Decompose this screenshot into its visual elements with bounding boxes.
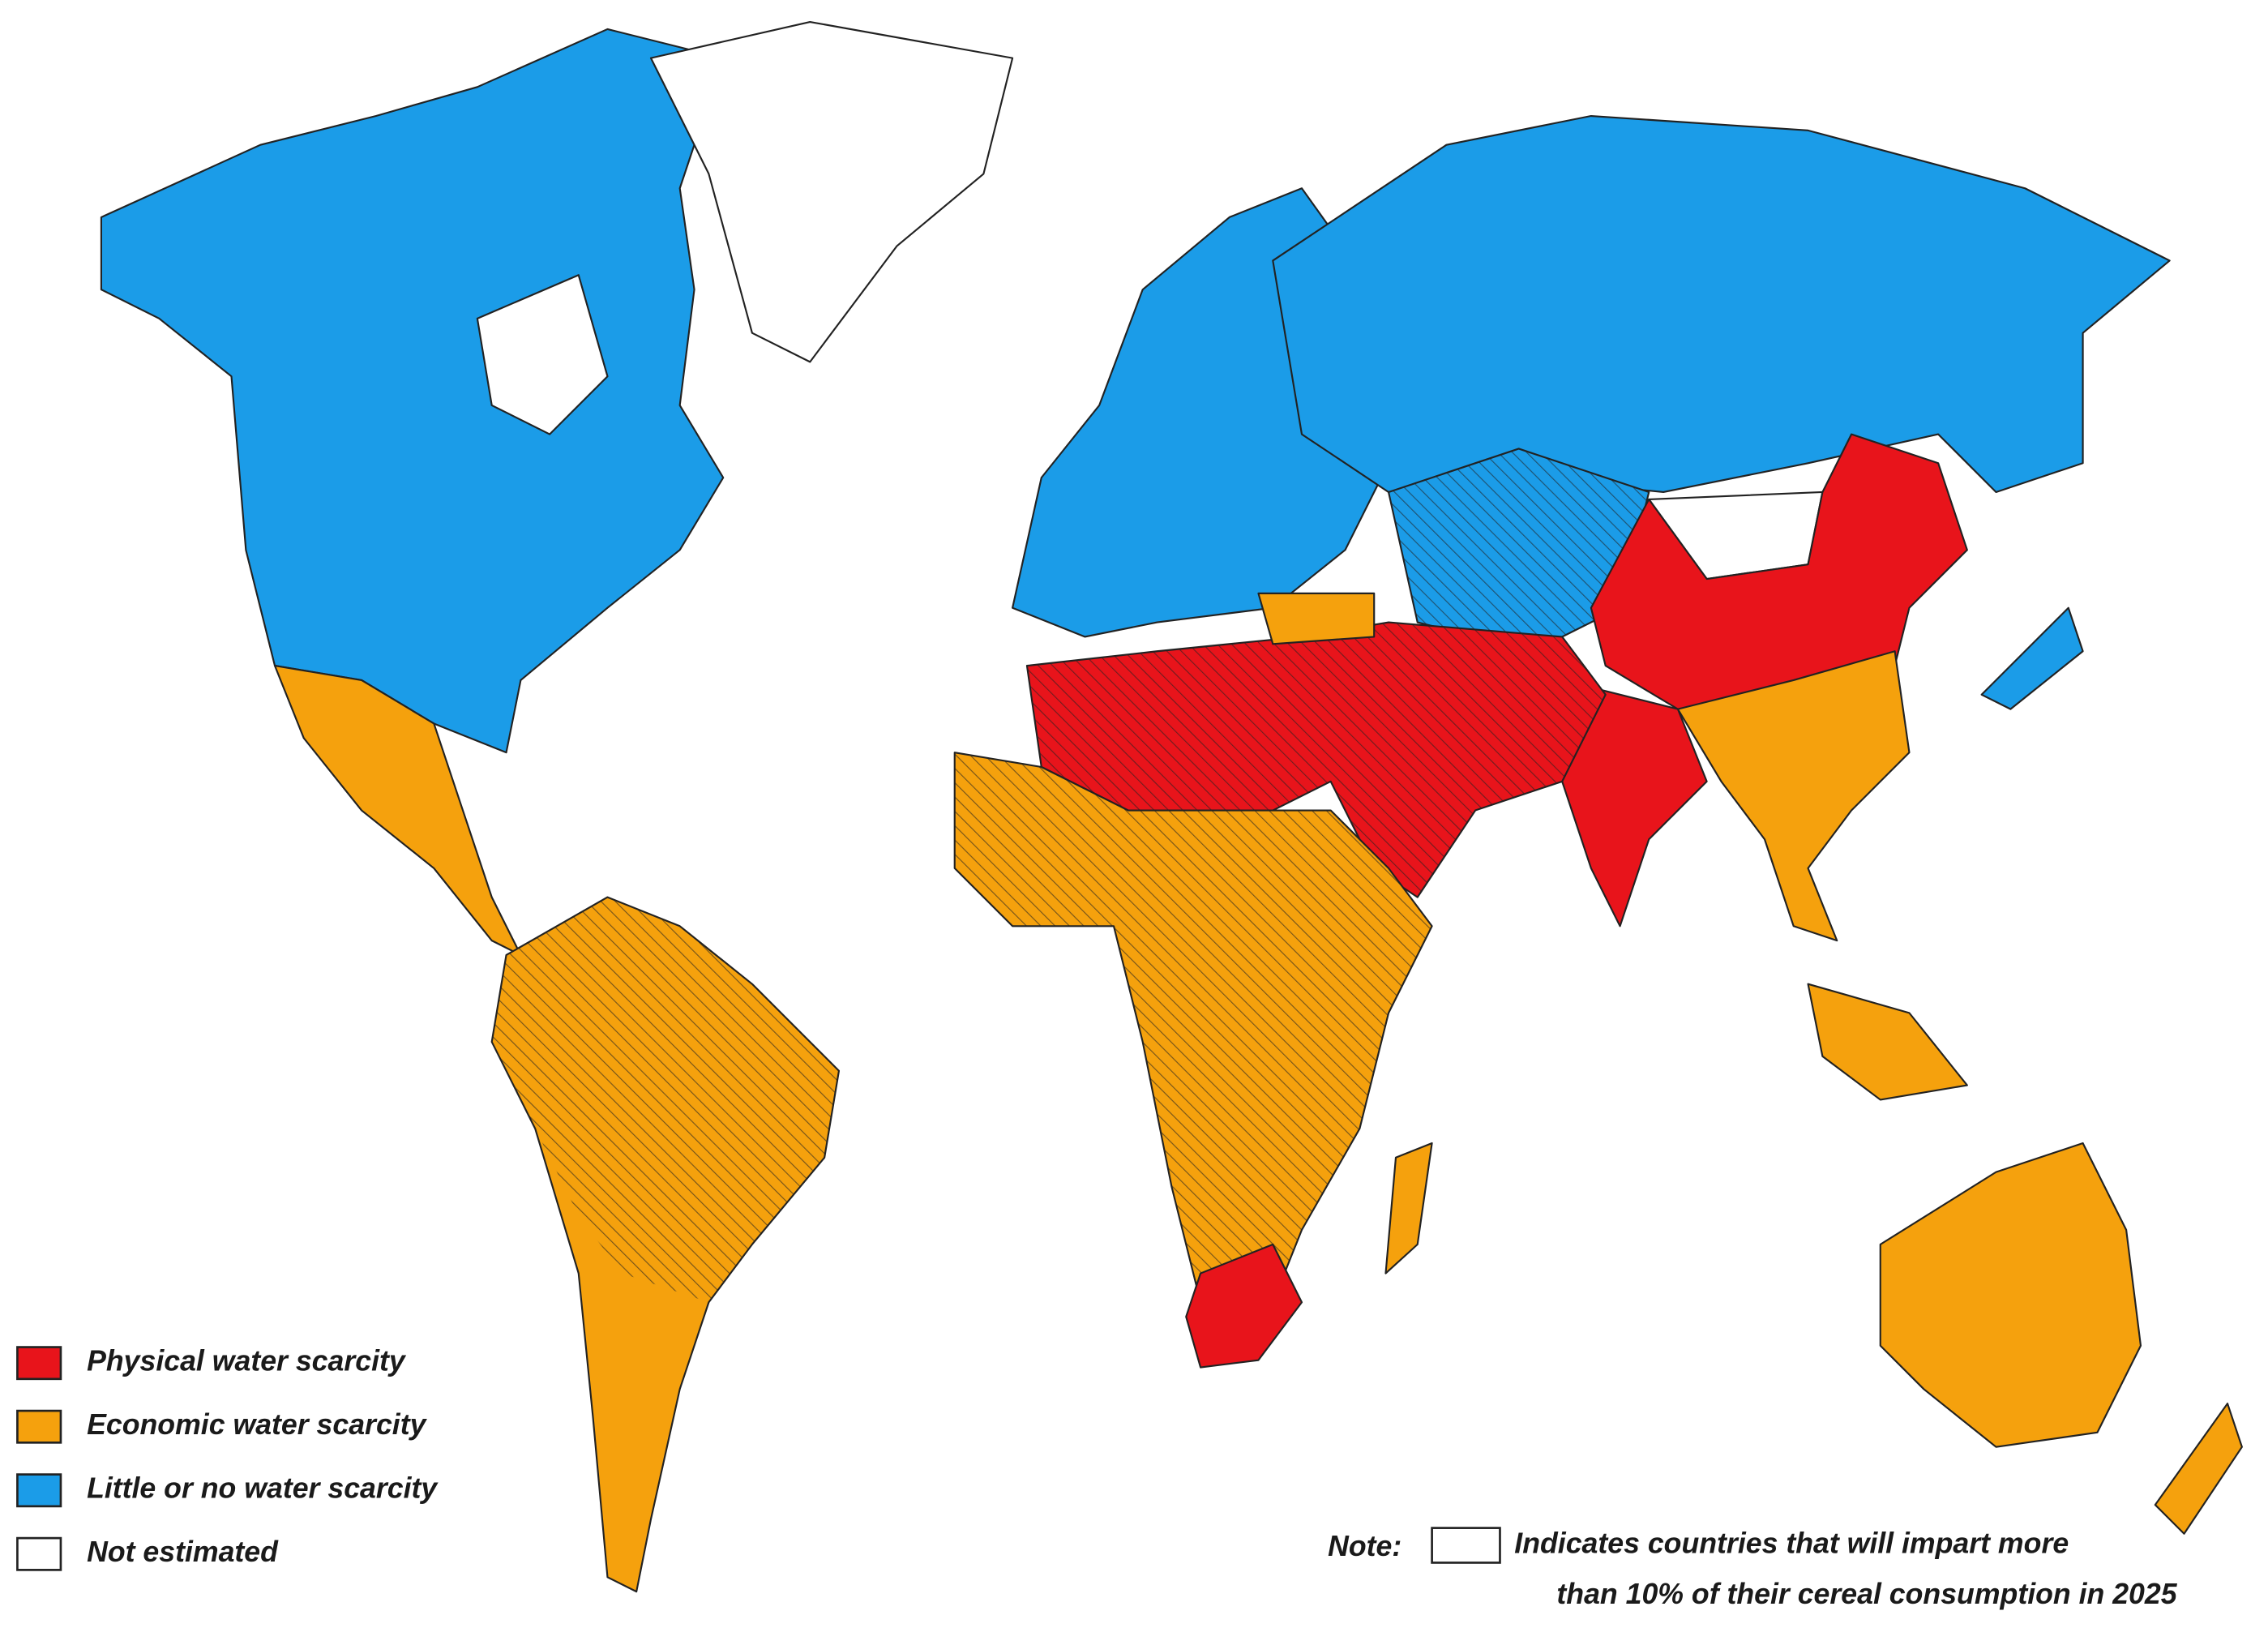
legend-swatch — [16, 1473, 62, 1508]
indonesia — [1807, 983, 1968, 1101]
africa-hatch — [954, 752, 1432, 1303]
legend-label: Economic water scarcity — [87, 1408, 428, 1441]
southeast-asia — [1676, 650, 1911, 942]
south-africa — [1185, 1243, 1303, 1369]
note-line: than 10% of their cereal consumption in … — [1556, 1578, 2177, 1610]
legend-swatch — [16, 1346, 62, 1381]
india — [1561, 679, 1708, 928]
central-asia-hatch — [1389, 448, 1650, 652]
japan — [1980, 606, 2084, 710]
new-zealand — [2154, 1403, 2243, 1535]
madagascar — [1384, 1142, 1433, 1275]
legend-swatch — [16, 1409, 62, 1444]
greenland — [649, 20, 1014, 363]
russia — [1272, 114, 2171, 494]
note-prefix: Note: — [1328, 1530, 1401, 1562]
note-swatch — [1431, 1527, 1501, 1564]
legend-label: Not estimated — [87, 1536, 279, 1568]
legend-label: Physical water scarcity — [87, 1345, 407, 1377]
hudson-bay — [476, 274, 609, 435]
map — [100, 20, 2243, 1593]
legend: Physical water scarcity Economic water sc… — [16, 1345, 439, 1571]
turkey — [1257, 592, 1376, 645]
north-africa-hatch — [1026, 622, 1606, 898]
legend-label: Little or no water scarcity — [87, 1472, 439, 1505]
south-america-hatch — [491, 897, 839, 1303]
note: Note: Indicates countries that will impa… — [1328, 1527, 2178, 1610]
legend-swatch — [16, 1536, 62, 1571]
australia — [1879, 1142, 2142, 1448]
north-america — [100, 28, 725, 754]
note-line: Indicates countries that will impart mor… — [1514, 1527, 2069, 1559]
